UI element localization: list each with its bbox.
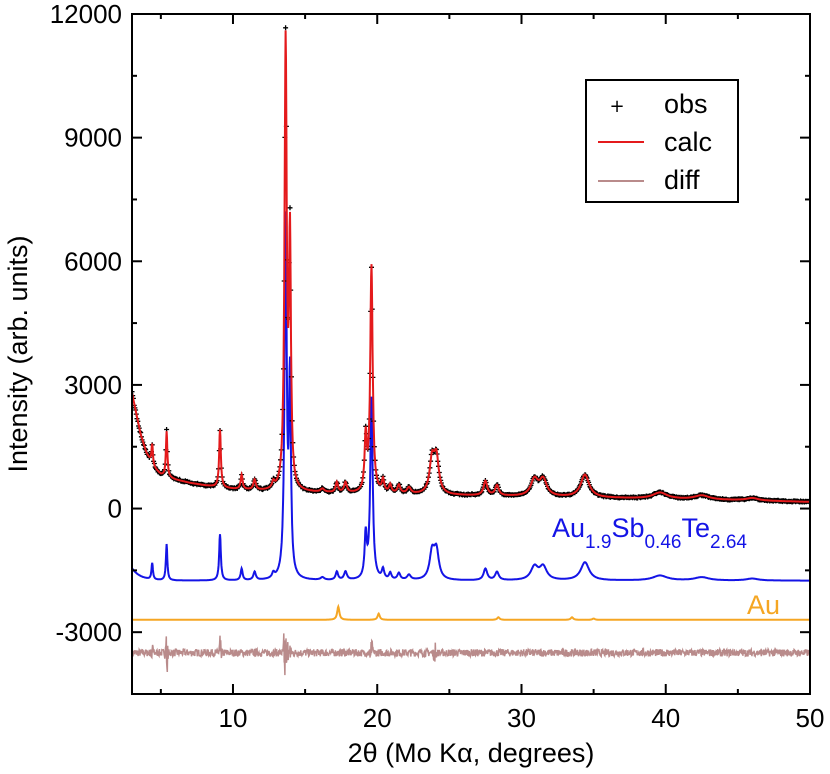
y-tick-label: 12000	[50, 0, 122, 29]
legend-calc-label: calc	[664, 127, 712, 157]
legend-obs-marker: +	[609, 96, 624, 117]
legend-obs-label: obs	[664, 89, 708, 119]
legend: + obs calc diff	[586, 80, 738, 202]
x-tick-label: 20	[363, 703, 392, 733]
phase-label-au1.9sb0.46te2.64: Au1.9Sb0.46Te2.64	[552, 513, 747, 553]
y-tick-label: 3000	[64, 370, 122, 400]
x-tick-label: 50	[796, 703, 825, 733]
x-axis-title: 2θ (Mo Kα, degrees)	[348, 738, 595, 768]
y-tick-label: 9000	[64, 123, 122, 153]
x-tick-label: 10	[219, 703, 248, 733]
phase-label-au: Au	[747, 590, 780, 620]
y-tick-label: 6000	[64, 246, 122, 276]
legend-diff-label: diff	[664, 165, 700, 195]
y-tick-label: 0	[108, 494, 122, 524]
x-tick-label: 40	[651, 703, 680, 733]
x-tick-label: 30	[507, 703, 536, 733]
phase-au-series-line	[132, 607, 810, 620]
y-tick-label: -3000	[56, 617, 123, 647]
diff-series-line	[132, 633, 810, 675]
y-axis-title: Intensity (arb. units)	[3, 235, 33, 472]
